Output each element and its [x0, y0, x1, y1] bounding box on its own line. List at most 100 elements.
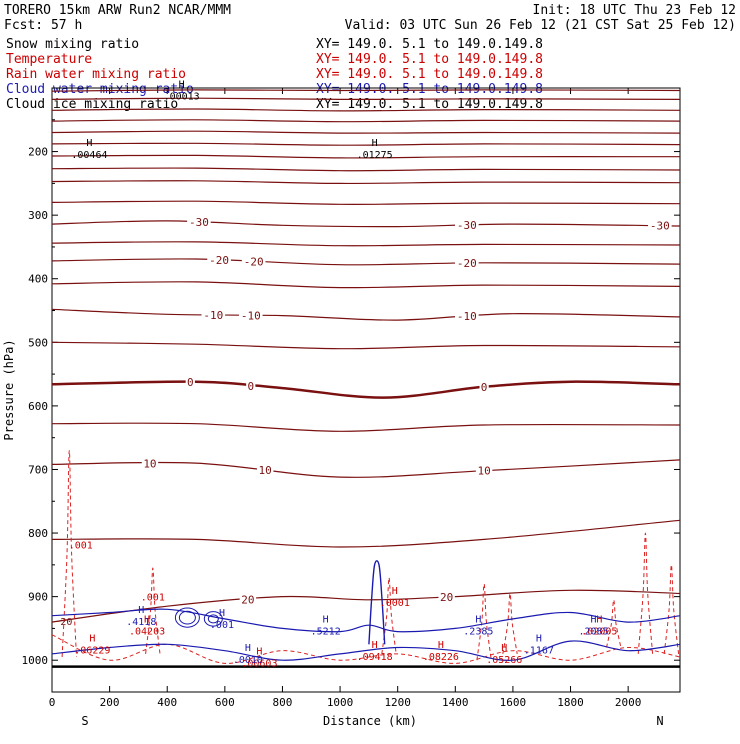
legend-temperature: Temperature [6, 52, 92, 67]
valid-time: Valid: 03 UTC Sun 26 Feb 12 (21 CST Sat … [345, 18, 736, 33]
cloud-water-tower [368, 560, 386, 645]
field-max-value: .04203 [129, 627, 165, 638]
plot-frame [51, 87, 681, 693]
model-title: TORERO 15km ARW Run2 NCAR/MMM [4, 3, 231, 18]
field-max-value: .1167 [524, 646, 554, 657]
isotherm-line [51, 154, 681, 159]
isotherm-label-bg [141, 457, 159, 469]
isotherm-label-bg [455, 310, 479, 322]
isotherm-label-bg [187, 216, 211, 228]
field-max-value: .09418 [357, 652, 393, 663]
field-max-marker: H [86, 138, 92, 149]
isotherm-label: 10 [477, 465, 490, 478]
legend-temperature-xy: XY= 149.0. 5.1 to 149.0.149.8 [316, 52, 543, 67]
isotherm-line [51, 200, 681, 205]
contour-value-label: 20 [60, 617, 72, 628]
field-max-value: .0010 [233, 655, 263, 666]
rain-contour [381, 577, 397, 654]
field-max-marker: H [501, 643, 507, 654]
field-max-marker: H [536, 634, 542, 645]
isotherm-label-bg [648, 219, 672, 231]
isotherm-line [51, 180, 681, 185]
plot-area: 0 200 400 600 800 1000 1200 1400 1600 1800 2000200… [22, 79, 681, 709]
isotherm-line [51, 167, 681, 172]
isotherm-label: -10 [203, 309, 223, 322]
legend: Snow mixing ratio XY= 149.0. 5.1 to 149.… [6, 37, 543, 112]
isotherm-label-bg [238, 309, 263, 321]
isotherm-line [51, 258, 681, 266]
header: TORERO 15km ARW Run2 NCAR/MMM Init: 18 U… [4, 3, 736, 33]
field-max-marker: H [392, 586, 398, 597]
cloud-water-contour [51, 640, 681, 661]
y-tick-label: 1000 [22, 654, 49, 667]
field-max-marker: H [138, 605, 144, 616]
isotherm-line [51, 380, 681, 399]
x-tick-label: 400 [157, 696, 177, 709]
field-max-marker: H [179, 79, 185, 90]
isotherm-label: -20 [209, 254, 229, 267]
isotherm-label-bg [239, 593, 257, 605]
cloud-water-cell [203, 611, 223, 627]
cloud-water-contour [51, 608, 681, 633]
isotherm-label-bg [438, 590, 455, 602]
isotherm-label-bg [455, 219, 479, 231]
isotherm-label-bg [256, 463, 274, 475]
isotherm-label-bg [475, 464, 493, 476]
isotherm-label-bg [185, 375, 195, 387]
y-tick-label: 500 [28, 336, 48, 349]
isotherm-line [51, 241, 681, 247]
field-max-marker: H [89, 634, 95, 645]
cloud-water-cell [207, 614, 219, 624]
legend-cloud-water: Cloud water mixing ratio [6, 82, 194, 97]
rain-contour [145, 567, 161, 654]
isotherm-label: -30 [650, 220, 670, 233]
x-tick-label: 1800 [557, 696, 584, 709]
field-max-value: .5212 [311, 627, 341, 638]
field-max-marker: H [372, 138, 378, 149]
isotherm-line [51, 519, 681, 548]
isotherm-label-bg [455, 257, 479, 269]
field-max-marker: H [256, 646, 262, 657]
cloud-water-cell [178, 610, 196, 625]
y-tick-label: 200 [28, 146, 48, 159]
isotherm-label: -10 [457, 310, 477, 323]
isotherm-label: 20 [440, 591, 453, 604]
rain-contour [502, 592, 518, 654]
x-axis-label: Distance (km) [323, 714, 417, 728]
field-max-value: .01275 [357, 150, 393, 161]
isotherm-line [51, 89, 681, 92]
field-max-value: .2085 [579, 627, 609, 638]
isotherm-label-bg [241, 255, 266, 267]
isotherm-label: -30 [457, 219, 477, 232]
isotherm-label-bg [246, 379, 256, 391]
x-tick-label: 1400 [442, 696, 469, 709]
north-label: N [656, 714, 663, 728]
rain-contour [61, 449, 77, 658]
x-tick-label: 1600 [500, 696, 527, 709]
legend-rain-xy: XY= 149.0. 5.1 to 149.0.149.8 [316, 67, 543, 82]
isotherm-label: 10 [143, 458, 156, 471]
y-tick-label: 900 [28, 591, 48, 604]
x-tick-label: 1000 [327, 696, 354, 709]
field-max-value: .4118 [126, 617, 156, 628]
isotherm-line [51, 108, 681, 112]
isotherm-label: 0 [187, 376, 194, 389]
isotherm-label: -20 [457, 257, 477, 270]
isotherm-line [51, 142, 681, 146]
field-max-marker: H [372, 640, 378, 651]
field-max-marker: H [219, 608, 225, 619]
field-max-marker: H [591, 615, 597, 626]
isotherm-line [51, 119, 681, 123]
isotherm-line [51, 220, 681, 228]
cloud-water-cell [174, 607, 200, 628]
field-max-value: .06229 [74, 646, 110, 657]
field-max-marker: H [323, 615, 329, 626]
y-tick-label: 700 [28, 463, 48, 476]
x-tick-label: 600 [215, 696, 235, 709]
legend-rain: Rain water mixing ratio [6, 67, 186, 82]
y-axis-label: Pressure (hPa) [2, 339, 16, 440]
y-tick-label: 300 [28, 209, 48, 222]
x-tick-label: 200 [100, 696, 120, 709]
field-max-value: .00013 [164, 91, 200, 102]
